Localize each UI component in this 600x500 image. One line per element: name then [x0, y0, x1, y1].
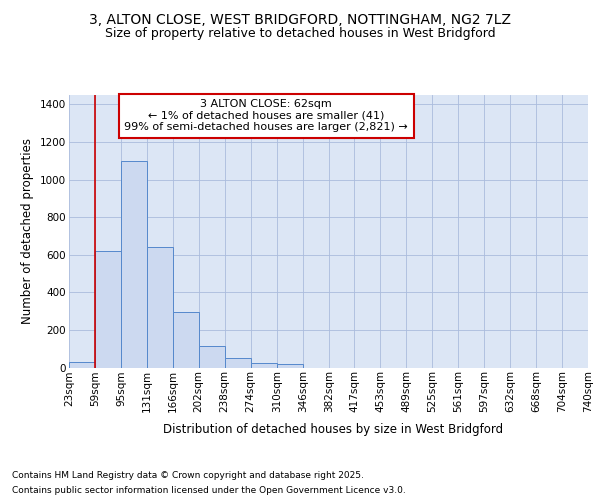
- Text: Size of property relative to detached houses in West Bridgford: Size of property relative to detached ho…: [104, 28, 496, 40]
- Text: 3 ALTON CLOSE: 62sqm
← 1% of detached houses are smaller (41)
99% of semi-detach: 3 ALTON CLOSE: 62sqm ← 1% of detached ho…: [124, 99, 408, 132]
- Bar: [147, 247, 173, 368]
- Text: Distribution of detached houses by size in West Bridgford: Distribution of detached houses by size …: [163, 422, 503, 436]
- Bar: [69, 362, 95, 368]
- Bar: [199, 346, 224, 368]
- Bar: [173, 312, 199, 368]
- Bar: [121, 161, 147, 368]
- Text: 3, ALTON CLOSE, WEST BRIDGFORD, NOTTINGHAM, NG2 7LZ: 3, ALTON CLOSE, WEST BRIDGFORD, NOTTINGH…: [89, 12, 511, 26]
- Bar: [224, 358, 251, 368]
- Bar: [277, 364, 303, 368]
- Bar: [95, 251, 121, 368]
- Text: Contains public sector information licensed under the Open Government Licence v3: Contains public sector information licen…: [12, 486, 406, 495]
- Text: Contains HM Land Registry data © Crown copyright and database right 2025.: Contains HM Land Registry data © Crown c…: [12, 471, 364, 480]
- Y-axis label: Number of detached properties: Number of detached properties: [22, 138, 34, 324]
- Bar: [251, 363, 277, 368]
